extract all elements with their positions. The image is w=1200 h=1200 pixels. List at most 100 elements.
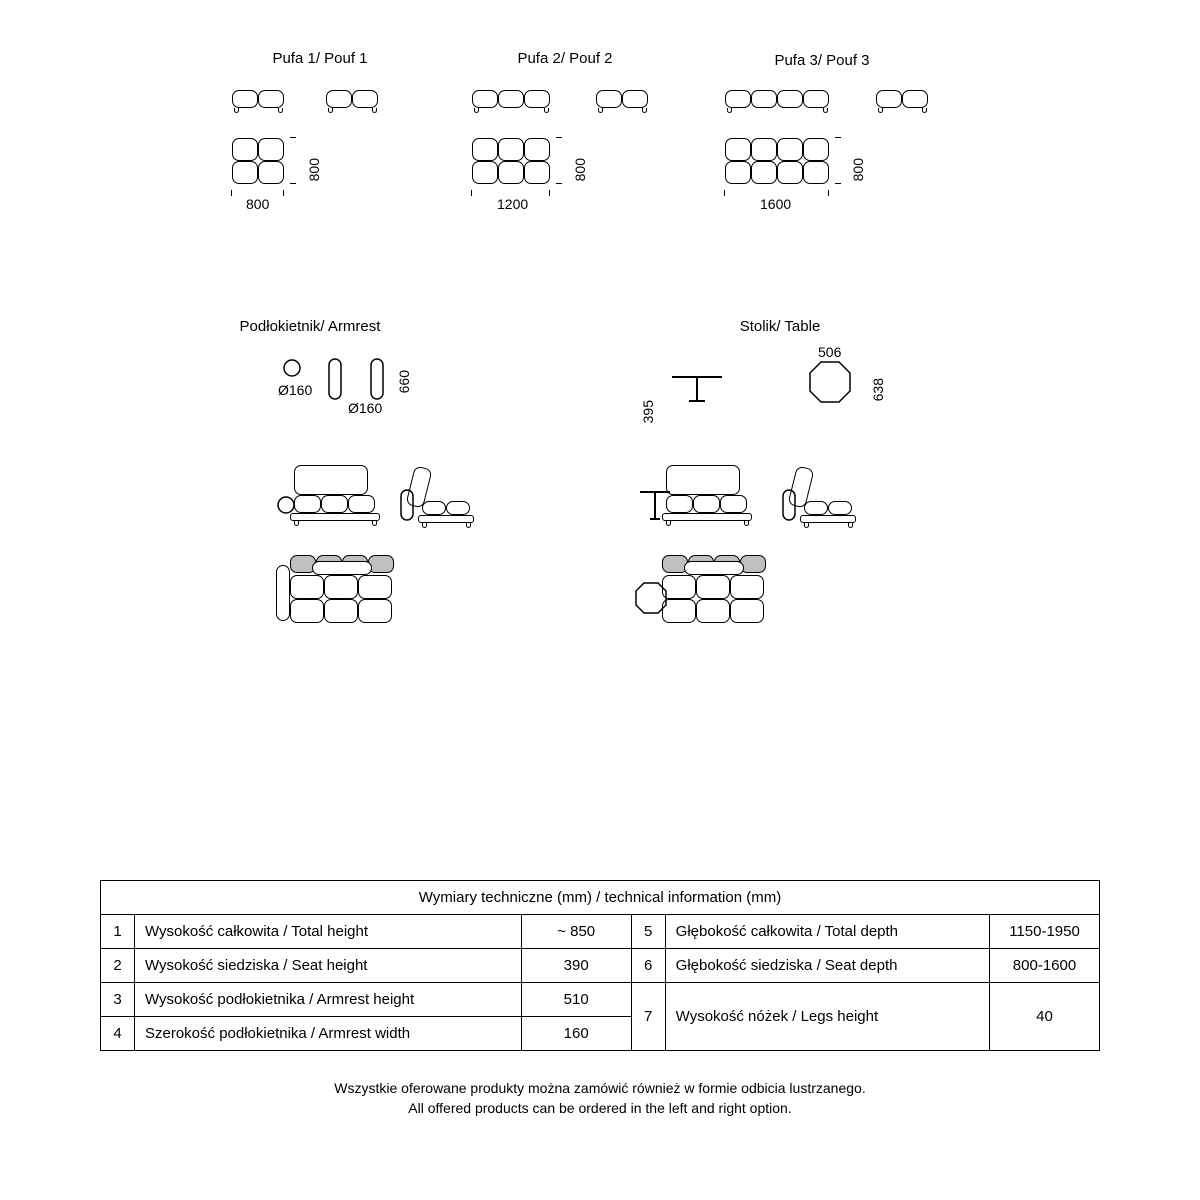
foot-icon: [666, 521, 671, 526]
sofa-top-headrest: [684, 561, 744, 575]
armrest-profile-icon: [782, 489, 798, 523]
pouf3-side-seg: [803, 90, 829, 108]
foot-icon: [278, 108, 283, 113]
pouf1-dim-width: 800: [246, 196, 269, 212]
sofa-top-back: [740, 555, 766, 573]
foot-icon: [744, 521, 749, 526]
armrest-cylinder-icon-2: [370, 358, 384, 400]
dim-tick: [835, 137, 841, 138]
table-width: 506: [818, 344, 841, 360]
spec-label: Szerokość podłokietnika / Armrest width: [135, 1017, 522, 1051]
pouf1-side-seg: [232, 90, 258, 108]
sofa-base-profile: [418, 515, 474, 523]
spec-label: Głębokość siedziska / Seat depth: [665, 949, 989, 983]
sofa-seat-profile: [828, 501, 852, 515]
foot-icon: [372, 521, 377, 526]
footnote-line2: All offered products can be ordered in t…: [0, 1100, 1200, 1116]
pouf2-side-seg: [472, 90, 498, 108]
pouf1-side-companion: [326, 90, 352, 108]
dim-tick: [556, 137, 562, 138]
pouf3-top-cell: [803, 161, 829, 184]
armrest-title: Podłokietnik/ Armrest: [170, 318, 450, 335]
foot-icon: [466, 523, 471, 528]
table-legs-height: 395: [640, 400, 656, 423]
dim-tick: [724, 190, 725, 196]
spec-val: 40: [990, 983, 1100, 1051]
table-top-small-icon: [634, 581, 668, 615]
spec-label: Głębokość całkowita / Total depth: [665, 915, 989, 949]
spec-label: Wysokość siedziska / Seat height: [135, 949, 522, 983]
sofa-seat: [348, 495, 375, 513]
sofa-seat: [321, 495, 348, 513]
sofa-backrest: [666, 465, 740, 495]
pouf2-side-companion: [596, 90, 622, 108]
foot-icon: [922, 108, 927, 113]
sofa-top-seat: [290, 575, 324, 599]
foot-icon: [823, 108, 828, 113]
dim-tick: [556, 183, 562, 184]
sofa-backrest: [294, 465, 368, 495]
pouf2-top-cell: [498, 161, 524, 184]
spec-val: 510: [521, 983, 631, 1017]
pouf2-title: Pufa 2/ Pouf 2: [485, 50, 645, 67]
spec-num: 7: [631, 983, 665, 1051]
armrest-profile-icon: [400, 489, 416, 523]
dim-tick: [471, 190, 472, 196]
foot-icon: [372, 108, 377, 113]
sofa-top-seat: [730, 599, 764, 623]
dim-tick: [290, 137, 296, 138]
sofa-base: [662, 513, 752, 521]
foot-icon: [878, 108, 883, 113]
spec-num: 4: [101, 1017, 135, 1051]
sofa-top-seat: [358, 575, 392, 599]
pouf3-dim-height: 800: [850, 158, 866, 181]
pouf3-top-cell: [777, 161, 803, 184]
dim-tick: [828, 190, 829, 196]
pouf2-top-cell: [524, 138, 550, 161]
foot-icon: [328, 108, 333, 113]
dim-tick: [231, 190, 232, 196]
spec-val: 390: [521, 949, 631, 983]
foot-icon: [474, 108, 479, 113]
sofa-seat: [693, 495, 720, 513]
pouf3-dim-width: 1600: [760, 196, 791, 212]
pouf2-dim-height: 800: [572, 158, 588, 181]
spec-header: Wymiary techniczne (mm) / technical info…: [101, 881, 1100, 915]
pouf2-side-companion: [622, 90, 648, 108]
pouf1-dim-height: 800: [306, 158, 322, 181]
pouf3-side-seg: [725, 90, 751, 108]
sofa-top-seat: [358, 599, 392, 623]
spec-num: 2: [101, 949, 135, 983]
sofa-top-seat: [696, 575, 730, 599]
armrest-circle-icon: [276, 495, 296, 515]
spec-num: 6: [631, 949, 665, 983]
foot-icon: [422, 523, 427, 528]
armrest-dia-front: Ø160: [278, 382, 312, 398]
foot-icon: [234, 108, 239, 113]
pouf1-top-cell: [232, 138, 258, 161]
pouf2-top-cell: [472, 138, 498, 161]
footnote-line1: Wszystkie oferowane produkty można zamów…: [0, 1080, 1200, 1096]
spec-num: 1: [101, 915, 135, 949]
foot-icon: [642, 108, 647, 113]
pouf3-top-cell: [751, 161, 777, 184]
armrest-cylinder-icon: [328, 358, 342, 400]
dim-tick: [835, 183, 841, 184]
pouf2-top-cell: [472, 161, 498, 184]
spec-label: Wysokość podłokietnika / Armrest height: [135, 983, 522, 1017]
pouf2-dim-width: 1200: [497, 196, 528, 212]
sofa-top-seat: [324, 575, 358, 599]
pouf1-side-companion: [352, 90, 378, 108]
pouf3-top-cell: [803, 138, 829, 161]
sofa-seat-profile: [422, 501, 446, 515]
foot-icon: [544, 108, 549, 113]
pouf1-side-seg: [258, 90, 284, 108]
pouf3-side-companion: [902, 90, 928, 108]
sofa-seat-profile: [804, 501, 828, 515]
dim-tick: [549, 190, 550, 196]
foot-icon: [598, 108, 603, 113]
sofa-top-seat: [730, 575, 764, 599]
sofa-top-seat: [324, 599, 358, 623]
dim-tick: [290, 183, 296, 184]
table-side-icon: [672, 376, 722, 402]
